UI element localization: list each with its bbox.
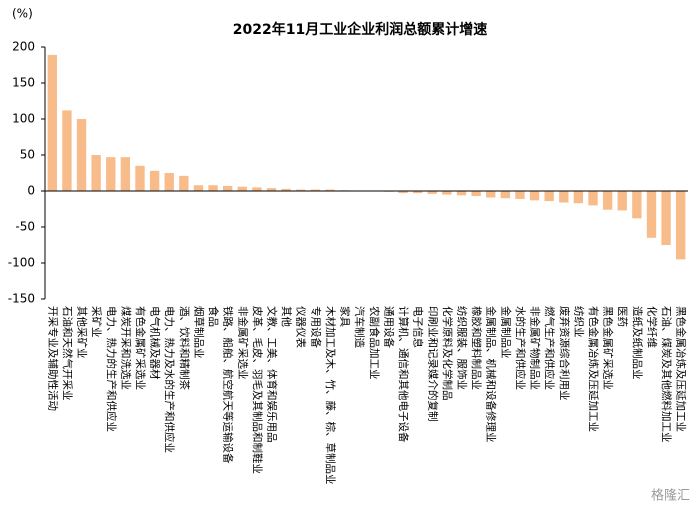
bar	[486, 191, 496, 198]
x-tick-label: 酒、饮料和精制茶	[178, 306, 191, 390]
bar	[310, 189, 321, 191]
bar	[193, 185, 204, 191]
bar	[442, 191, 452, 195]
x-tick-label: 电力、热力及水的生产和供应业	[163, 306, 176, 453]
x-tick-label: 仪器仪表	[295, 306, 308, 348]
bar	[632, 191, 642, 219]
bar	[91, 155, 101, 191]
x-tick-label: 计算机、通信和其他电子设备	[397, 306, 410, 443]
x-tick-label: 开采专业及辅助性活动	[46, 306, 59, 411]
x-tick-label: 石油和天然气开采业	[61, 306, 74, 401]
x-tick-label: 非金属矿物制品业	[529, 306, 542, 390]
y-tick-label: -50	[15, 220, 35, 234]
x-tick-label: 废弃资源综合利用业	[558, 306, 571, 401]
x-tick-label: 纺织业	[572, 306, 585, 338]
x-tick-label: 印刷业和记录媒介的复制	[426, 306, 439, 422]
bar	[412, 191, 423, 194]
watermark: 格隆汇	[651, 488, 690, 504]
bar	[47, 54, 57, 191]
x-tick-label: 燃气生产和供应业	[543, 306, 556, 390]
x-tick-label: 农副食品加工业	[368, 306, 381, 380]
bar	[237, 186, 247, 191]
bar	[252, 187, 262, 191]
x-tick-label: 有色金属冶炼及压延加工业	[587, 306, 600, 432]
x-tick-label: 文教、工美、体育和娱乐用品	[266, 306, 279, 443]
bar	[222, 185, 233, 191]
x-tick-label: 橡胶和塑料制品业	[470, 306, 483, 390]
y-tick-label: 100	[12, 112, 35, 126]
y-tick-label: 150	[12, 76, 35, 90]
x-tick-label: 石油、煤炭及其他燃料加工业	[660, 306, 673, 443]
x-tick-label: 造纸及纸制品业	[631, 306, 644, 380]
x-tick-label: 非金属矿采选业	[236, 306, 249, 380]
x-tick-label: 电气机械及器材	[149, 306, 162, 380]
bar	[661, 191, 671, 245]
bar	[602, 191, 613, 210]
bar	[76, 119, 87, 191]
x-tick-label: 化学纤维	[645, 306, 658, 348]
bar	[120, 157, 131, 191]
bar	[149, 170, 160, 191]
x-tick-label: 有色金属矿采选业	[134, 306, 147, 390]
x-tick-label: 电力、热力的生产和供应业	[105, 306, 118, 432]
x-tick-label: 煤炭开采和洗选业	[119, 306, 132, 390]
x-tick-label: 汽车制造	[353, 306, 366, 348]
bar	[296, 189, 306, 191]
x-tick-label: 水的生产和供应业	[514, 306, 527, 390]
bar	[529, 191, 540, 201]
y-tick-label: 0	[27, 184, 35, 198]
bar	[646, 191, 657, 238]
x-tick-label: 专用设备	[309, 306, 322, 348]
bar	[398, 191, 408, 194]
bar	[208, 185, 218, 191]
x-tick-label: 通用设备	[382, 306, 395, 348]
x-tick-label: 其他采矿业	[76, 306, 89, 359]
bar	[456, 191, 467, 196]
bar	[106, 157, 116, 191]
bar	[281, 188, 291, 191]
bar	[588, 191, 598, 206]
x-tick-label: 电子信息	[412, 306, 425, 348]
x-tick-label: 采矿业	[90, 306, 103, 338]
bar	[559, 191, 569, 203]
bar	[471, 191, 481, 197]
bar	[500, 191, 511, 199]
x-tick-label: 医药	[616, 306, 628, 327]
x-tick-label: 木材加工及木、竹、藤、棕、草制品业	[324, 306, 337, 485]
bar	[427, 191, 437, 194]
y-tick-label: 50	[20, 148, 35, 162]
x-tick-label: 烟草制品业	[192, 306, 205, 359]
x-tick-label: 铁路、船舶、航空航天等运输设备	[222, 306, 235, 464]
x-tick-label: 黑色金属冶炼及压延加工业	[675, 306, 688, 432]
x-tick-label: 纺织服装、服饰业	[455, 306, 468, 390]
bar	[164, 173, 174, 191]
y-tick-label: -150	[8, 292, 35, 306]
x-tick-label: 皮革、毛皮、羽毛及其制品和制鞋业	[251, 306, 264, 474]
bar	[62, 110, 72, 191]
y-tick-label: -100	[8, 256, 35, 270]
x-tick-label: 金属制品业	[499, 306, 512, 359]
y-tick-label: 200	[12, 40, 35, 54]
x-tick-label: 金属制品、机械和设备修理业	[485, 306, 498, 443]
bar	[544, 191, 554, 202]
bar	[135, 165, 145, 191]
chart-title: 2022年11月工业企业利润总额累计增速	[233, 21, 487, 38]
x-tick-label: 黑色金属矿采选业	[602, 306, 615, 390]
bar	[617, 191, 627, 211]
x-tick-label: 化学原料及化学制品	[441, 306, 454, 401]
bar	[266, 188, 277, 191]
bar	[573, 191, 584, 204]
y-unit: (%)	[12, 7, 33, 21]
bar	[676, 191, 686, 260]
x-tick-label: 其他	[280, 306, 293, 327]
bar	[179, 175, 189, 191]
bar	[325, 189, 335, 191]
x-tick-label: 食品	[207, 306, 220, 327]
bar	[515, 191, 525, 199]
x-tick-label: 家具	[339, 306, 352, 327]
